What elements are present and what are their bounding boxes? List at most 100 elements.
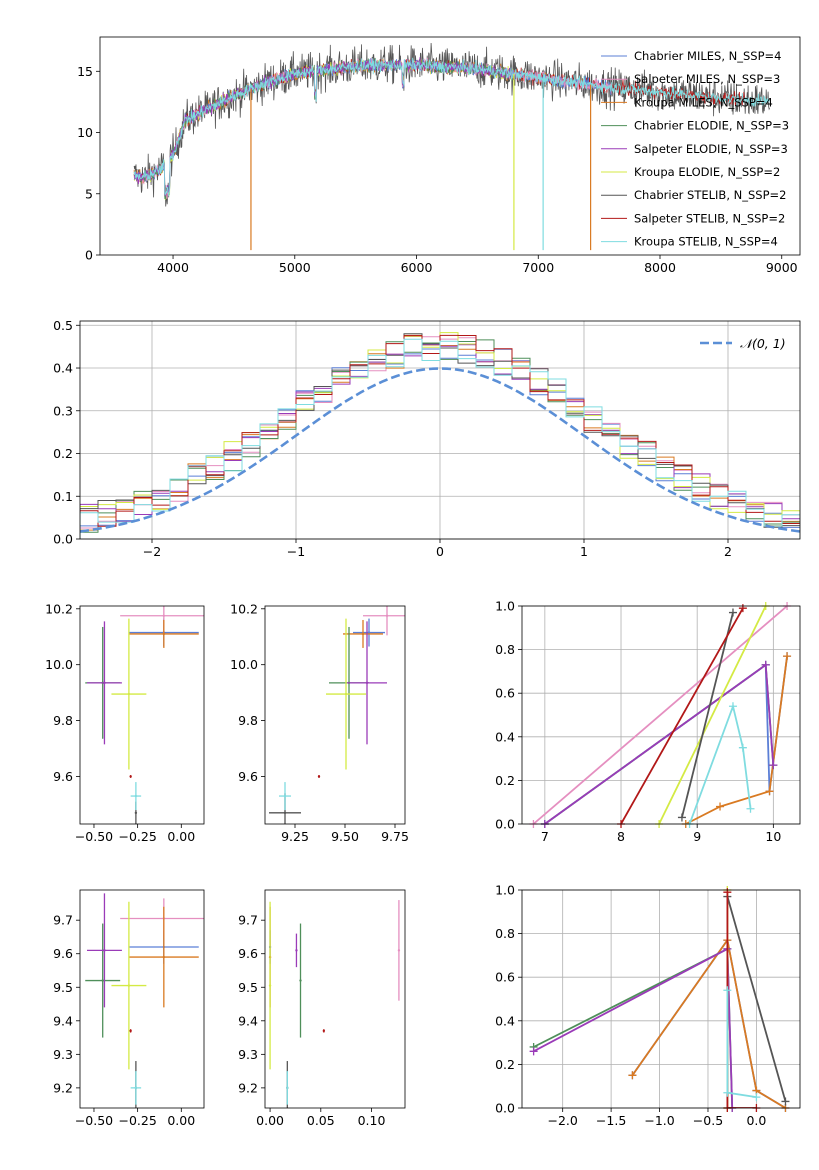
series-marker	[781, 1097, 790, 1106]
y-tick-label: 0.8	[495, 642, 515, 657]
x-tick-label: −0.25	[118, 829, 156, 844]
point-marker	[162, 955, 166, 959]
axes-ebv_mass: 0.00 0.05 0.10 9.2 9.3 9.4 9.5 9.6 9.7	[238, 913, 385, 1128]
series-chabrier_miles	[540, 652, 792, 828]
y-tick-label: 0.8	[495, 926, 515, 941]
x-tick-label: 7	[541, 829, 549, 844]
x-tick-label: 9.75	[381, 829, 409, 844]
y-tick-label: 0	[85, 248, 93, 263]
y-tick-label: 10.2	[45, 601, 73, 616]
series-chabrier_elodie	[529, 944, 737, 1112]
axes-spectrum: 4000 5000 6000 7000 8000 9000 0 5 10 15	[77, 64, 798, 275]
y-tick-label: 9.3	[53, 1047, 73, 1062]
spectrum-line-salpeter_elodie	[133, 57, 515, 197]
series-marker	[723, 888, 732, 897]
series-marker	[728, 608, 737, 617]
y-tick-label: 9.5	[238, 980, 258, 995]
y-tick-label: 0.2	[495, 773, 515, 788]
point-marker	[322, 1029, 326, 1033]
series-line	[681, 612, 734, 818]
series-chabrier_miles	[628, 936, 790, 1112]
y-tick-label: 9.6	[238, 769, 258, 784]
point-marker	[134, 1086, 138, 1090]
x-tick-label: 9	[693, 829, 701, 844]
y-tick-label: 9.5	[53, 980, 73, 995]
point-marker	[361, 632, 365, 636]
series-line	[726, 892, 757, 1108]
series-line	[533, 947, 734, 1108]
series-marker	[723, 986, 732, 995]
point-marker	[365, 681, 369, 685]
x-tick-label: 7000	[522, 260, 554, 275]
y-tick-label: 1.0	[495, 599, 515, 614]
x-tick-label: 9.25	[281, 829, 309, 844]
axes-frame	[264, 605, 406, 825]
x-tick-label: 1	[580, 544, 588, 559]
axes-z_mass: −0.50 −0.25 0.00 9.2 9.3 9.4 9.5 9.6 9.7	[53, 913, 195, 1128]
point-kroupa_stelib	[279, 782, 291, 811]
point-marker	[103, 681, 106, 685]
y-tick-label: 9.6	[53, 769, 73, 784]
x-tick-label: −2	[143, 544, 161, 559]
point-marker	[344, 692, 348, 696]
point-salpeter_miles	[363, 606, 405, 636]
series-kroupa_stelib	[723, 986, 761, 1102]
gaussian-curve	[79, 367, 801, 533]
series-salpeter_elodie	[529, 944, 737, 1112]
series-line	[533, 947, 734, 1108]
x-tick-label: −0.50	[75, 1113, 113, 1128]
point-kroupa_miles	[343, 619, 383, 648]
y-tick-label: 10.0	[45, 657, 73, 672]
point-marker	[129, 775, 132, 778]
series-marker	[746, 804, 755, 813]
series-kroupa_miles	[628, 936, 790, 1112]
point-marker	[367, 631, 371, 634]
y-tick-label: 9.4	[238, 1013, 258, 1028]
point-salpeter_miles	[397, 900, 401, 1001]
y-tick-label: 0.2	[495, 1057, 515, 1072]
x-tick-label: 0.10	[358, 1113, 386, 1128]
series-marker	[728, 702, 737, 711]
axes-frame	[79, 605, 205, 825]
y-tick-label: 0.0	[495, 817, 515, 832]
x-tick-label: 6000	[401, 260, 433, 275]
point-marker	[127, 692, 131, 696]
legend-label-kroupa_elodie: Kroupa ELODIE, N_SSP=2	[634, 165, 780, 179]
axes-frame	[79, 320, 801, 540]
point-marker	[101, 979, 104, 982]
point-salpeter_stelib	[129, 1029, 132, 1033]
series-marker	[752, 1093, 761, 1102]
y-tick-label: 0.4	[495, 729, 515, 744]
x-tick-label: −0.25	[118, 1113, 156, 1128]
legend-label-chabrier_elodie: Chabrier ELODIE, N_SSP=3	[634, 119, 789, 133]
legend-label-gaussian: 𝒩(0, 1)	[740, 336, 786, 351]
series-line	[532, 606, 788, 824]
y-tick-label: 0.0	[53, 532, 73, 547]
x-tick-label: 10	[765, 829, 781, 844]
point-marker	[295, 949, 298, 952]
legend-label-kroupa_miles: Kroupa MILES, N_SSP=4	[634, 95, 773, 109]
y-tick-label: 10.2	[230, 601, 258, 616]
point-chabrier_elodie	[85, 923, 121, 1038]
point-kroupa_stelib	[286, 1071, 289, 1105]
point-kroupa_stelib	[130, 782, 142, 811]
series-line	[726, 896, 787, 1102]
series-marker	[529, 1047, 538, 1056]
point-marker	[268, 984, 272, 987]
y-tick-label: 0.0	[495, 1101, 515, 1116]
x-tick-label: 8	[617, 829, 625, 844]
axes-frame	[521, 605, 801, 825]
axes-z_age: −0.50 −0.25 0.00 9.6 9.8 10.0 10.2	[45, 601, 195, 844]
y-tick-label: 0.4	[53, 361, 73, 376]
point-salpeter_elodie	[295, 933, 298, 968]
y-tick-label: 9.3	[238, 1047, 258, 1062]
x-tick-label: 0.05	[307, 1113, 335, 1128]
point-marker	[134, 794, 138, 798]
y-tick-label: 0.4	[495, 1013, 515, 1028]
spectrum-line-kroupa_stelib	[133, 57, 770, 197]
point-marker	[317, 775, 321, 778]
x-tick-label: 4000	[157, 260, 189, 275]
y-tick-label: 9.8	[238, 713, 258, 728]
y-tick-label: 9.6	[238, 946, 258, 961]
point-salpeter_elodie	[86, 893, 122, 1008]
